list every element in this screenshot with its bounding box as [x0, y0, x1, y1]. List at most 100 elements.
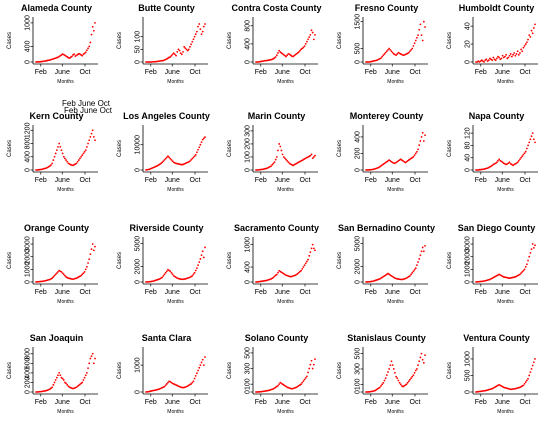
- data-point: [197, 148, 199, 151]
- data-point: [527, 38, 529, 41]
- data-point: [169, 56, 172, 58]
- data-point: [521, 270, 524, 273]
- data-point: [418, 144, 421, 147]
- data-point: [186, 49, 189, 52]
- data-point: [59, 374, 62, 377]
- data-point: [163, 273, 166, 276]
- data-point: [55, 149, 58, 152]
- data-point: [424, 26, 426, 28]
- data-point: [86, 371, 88, 374]
- data-point: [182, 50, 184, 53]
- data-point: [407, 51, 410, 54]
- y-tick-label: 0: [25, 390, 32, 394]
- x-tick-label: Feb: [145, 69, 157, 76]
- x-tick-label: Feb: [255, 69, 267, 76]
- data-point: [304, 262, 307, 265]
- data-point: [532, 246, 535, 249]
- data-point: [531, 243, 534, 245]
- data-point: [200, 254, 203, 257]
- data-point: [163, 158, 166, 161]
- x-tick-label: Oct: [520, 69, 531, 76]
- panel-title: San Joaquin: [30, 333, 84, 343]
- data-point: [381, 383, 384, 386]
- data-point: [84, 374, 87, 377]
- panel-title: Los Angeles County: [123, 111, 210, 121]
- data-point: [508, 161, 511, 164]
- data-point: [310, 247, 313, 250]
- y-tick-label: 40: [465, 154, 472, 162]
- x-tick-label: Oct: [410, 289, 421, 296]
- data-point: [398, 381, 401, 384]
- y-tick-label: 5000: [135, 236, 142, 252]
- x-tick-label: June: [495, 399, 510, 406]
- data-point: [494, 59, 497, 62]
- data-point: [53, 274, 56, 277]
- x-tick-label: Feb: [145, 289, 157, 296]
- y-tick-label: 0: [355, 390, 362, 394]
- data-point: [57, 270, 59, 273]
- data-point: [87, 47, 89, 50]
- panel-sacramento-county: Sacramento County 0 400 1000 Cases Feb June Oct…: [227, 223, 319, 305]
- panel-title: San Diego County: [458, 223, 536, 233]
- y-tick-label: 100: [245, 378, 252, 390]
- data-point: [77, 159, 80, 161]
- x-tick-label: June: [55, 69, 70, 76]
- x-tick-label: June: [55, 177, 70, 184]
- data-point: [198, 146, 201, 149]
- data-point: [497, 159, 499, 162]
- data-point: [500, 57, 503, 60]
- data-point: [171, 53, 174, 56]
- y-tick-label: 800: [25, 348, 32, 360]
- x-tick-label: June: [165, 69, 180, 76]
- data-point: [396, 377, 399, 380]
- x-tick-label: June: [275, 69, 290, 76]
- data-point: [312, 38, 315, 41]
- data-point: [419, 254, 422, 257]
- data-point: [81, 154, 84, 157]
- data-point: [193, 377, 196, 380]
- data-point: [411, 375, 414, 378]
- y-axis-label: Cases: [447, 140, 453, 157]
- x-tick-label: Feb: [475, 69, 487, 76]
- data-point: [285, 55, 287, 58]
- x-tick-label: Oct: [300, 399, 311, 406]
- x-axis-label: Months: [277, 187, 294, 193]
- data-point: [309, 251, 312, 253]
- data-point: [60, 149, 63, 152]
- data-point: [528, 141, 531, 144]
- y-tick-label: 500: [355, 348, 362, 360]
- data-point: [412, 44, 415, 47]
- data-point: [204, 246, 206, 249]
- y-tick-label: 400: [25, 367, 32, 379]
- data-point: [162, 274, 165, 277]
- x-tick-label: Oct: [520, 177, 531, 184]
- data-point: [311, 157, 314, 160]
- x-tick-label: Oct: [300, 289, 311, 296]
- y-tick-label: 2000: [25, 249, 32, 265]
- data-point: [201, 138, 204, 141]
- panel-los-angeles-county: Los Angeles County 0 10000 Cases Feb June Oct M…: [117, 111, 210, 193]
- y-axis-label: Cases: [447, 32, 453, 49]
- y-axis-label: Cases: [227, 32, 233, 49]
- data-point: [303, 45, 306, 48]
- data-point: [529, 371, 532, 374]
- y-tick-label: 0: [245, 60, 252, 64]
- data-point: [94, 245, 96, 248]
- panel-title: Napa County: [469, 111, 525, 121]
- data-point: [406, 381, 409, 384]
- data-point: [522, 384, 525, 387]
- data-point: [385, 50, 388, 53]
- data-point: [534, 244, 536, 247]
- data-point: [419, 356, 422, 359]
- data-point: [279, 145, 282, 148]
- data-point: [309, 363, 312, 366]
- panel-title: Riverside County: [129, 223, 203, 233]
- data-point: [285, 158, 287, 161]
- data-point: [191, 381, 194, 384]
- data-point: [204, 356, 206, 358]
- data-point: [53, 155, 56, 158]
- data-point: [94, 139, 96, 142]
- data-point: [90, 355, 93, 358]
- x-tick-label: Feb: [255, 177, 267, 184]
- panel-san-bernadino-county: San Bernadino County 0 2000 5000 Cases Feb Jun…: [337, 223, 435, 305]
